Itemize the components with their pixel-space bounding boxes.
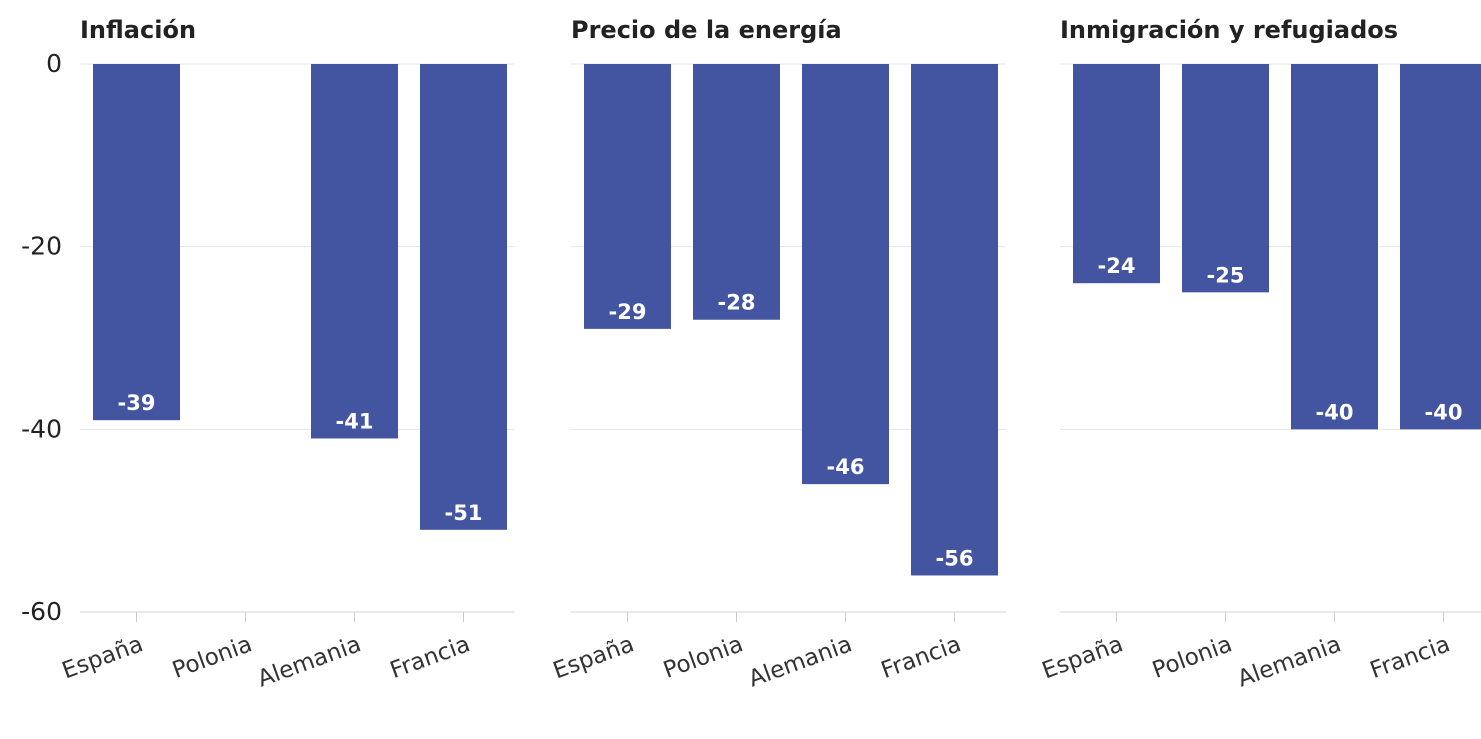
x-tick-label: Polonia — [660, 631, 747, 684]
bar-españa — [584, 64, 671, 329]
bar-francia — [1400, 64, 1481, 430]
y-tick-label: -60 — [21, 597, 62, 626]
panel-title: Inmigración y refugiados — [1060, 16, 1398, 44]
bar-alemania — [1291, 64, 1378, 430]
x-tick-label: Alemania — [1234, 631, 1344, 692]
x-tick-label: Francia — [1367, 631, 1454, 684]
y-tick-label: -40 — [21, 414, 62, 443]
chart-panel-2: Precio de la energía -29 España -28 Polonia -… — [550, 16, 1006, 693]
bar-value-label: -24 — [1098, 254, 1136, 278]
y-tick-label: -20 — [21, 232, 62, 261]
bar-alemania — [802, 64, 889, 485]
x-tick-label: España — [1039, 631, 1127, 684]
bar-alemania — [311, 64, 398, 439]
bar-value-label: -46 — [827, 455, 865, 479]
bar-francia — [911, 64, 998, 576]
x-tick-label: Alemania — [254, 631, 364, 692]
bar-value-label: -40 — [1316, 400, 1354, 424]
x-tick-label: Polonia — [1149, 631, 1236, 684]
x-tick-label: España — [550, 631, 638, 684]
bar-value-label: -40 — [1425, 400, 1463, 424]
bar-polonia — [1182, 64, 1269, 293]
bar-españa — [93, 64, 180, 421]
bar-value-label: -25 — [1207, 263, 1245, 287]
bar-value-label: -28 — [718, 291, 756, 315]
bar-value-label: -51 — [445, 501, 483, 525]
x-tick-label: Francia — [878, 631, 965, 684]
bar-value-label: -56 — [936, 546, 974, 570]
chart-panel-1: Inflación 0 -20 -40 -60 -39 España Polonia -41 Al… — [21, 16, 515, 693]
bar-polonia — [693, 64, 780, 320]
bar-value-label: -29 — [609, 300, 647, 324]
chart-panel-3: Inmigración y refugiados -24 España -25 Polo… — [1039, 16, 1481, 693]
panel-title: Inflación — [80, 16, 196, 44]
bar-francia — [420, 64, 507, 530]
y-tick-label: 0 — [46, 49, 62, 78]
panel-title: Precio de la energía — [571, 16, 842, 44]
x-tick-label: Francia — [387, 631, 474, 684]
bar-españa — [1073, 64, 1160, 284]
x-tick-label: Polonia — [169, 631, 256, 684]
bar-value-label: -39 — [118, 391, 156, 415]
x-tick-label: España — [59, 631, 147, 684]
x-tick-label: Alemania — [745, 631, 855, 692]
bar-value-label: -41 — [336, 409, 374, 433]
